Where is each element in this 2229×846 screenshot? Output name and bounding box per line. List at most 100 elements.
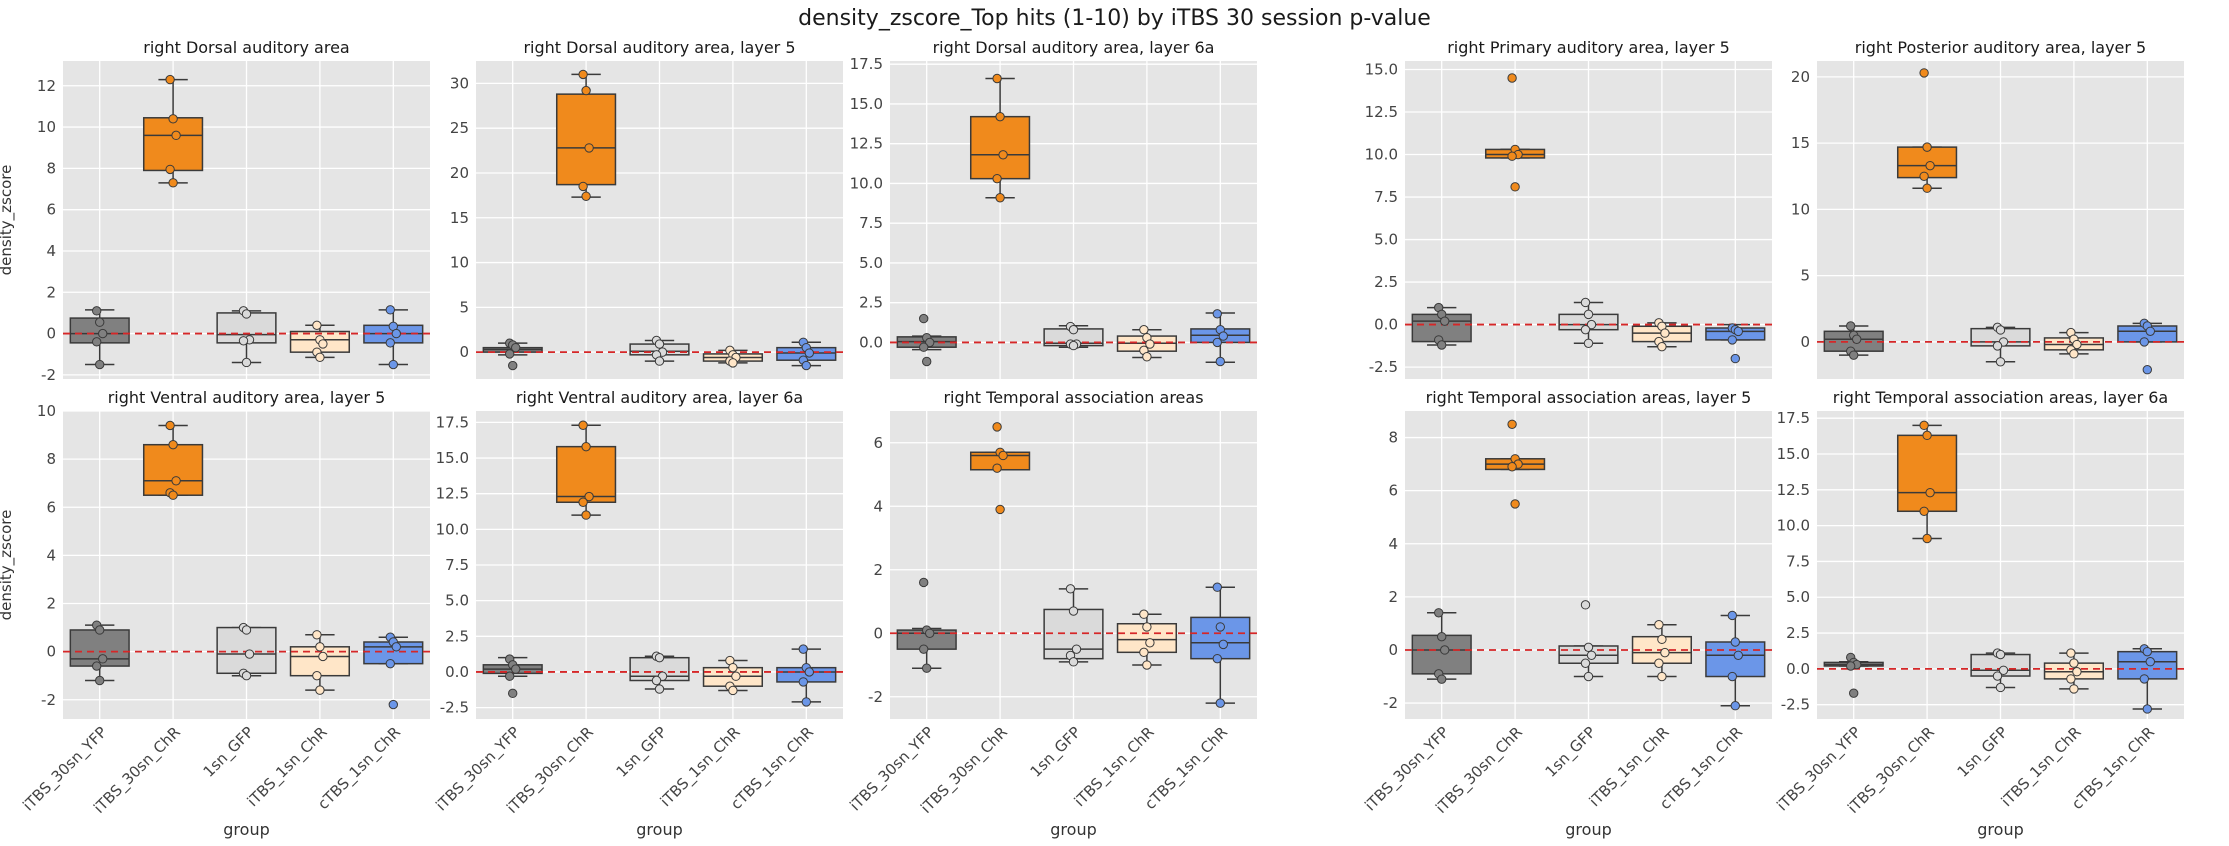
data-point <box>1995 357 2006 367</box>
data-point <box>241 357 252 368</box>
data-point <box>919 644 929 654</box>
data-point <box>654 684 665 694</box>
y-tick-label: 12.5 <box>850 135 883 153</box>
data-point <box>1580 658 1591 668</box>
data-point <box>1437 340 1447 350</box>
data-point <box>1583 642 1594 653</box>
y-tick-label: 12.5 <box>436 485 469 503</box>
data-point <box>804 348 814 358</box>
data-point <box>1657 341 1667 352</box>
data-point <box>1586 319 1597 330</box>
data-point <box>388 359 398 370</box>
data-point <box>315 642 325 652</box>
data-point <box>925 628 935 638</box>
data-point <box>1919 506 1929 516</box>
data-point <box>919 577 929 588</box>
data-point <box>1068 606 1079 616</box>
data-point <box>1657 671 1667 682</box>
y-tick-label: 7.5 <box>1374 188 1398 206</box>
data-point <box>1212 582 1223 592</box>
data-point <box>1852 334 1862 344</box>
y-tick-label: 2 <box>873 561 883 579</box>
data-point <box>92 337 102 347</box>
y-tick-label: 6 <box>873 434 883 452</box>
data-point <box>581 510 591 520</box>
y-tick-label: 10.0 <box>1365 146 1398 164</box>
subplot-4: -2.5 0.0 2.5 5.0 7.5 10.0 12.5 15.0 right Primar… <box>1365 38 1772 379</box>
data-point <box>922 663 932 673</box>
y-tick-label: 17.5 <box>436 413 469 431</box>
y-tick-label: 7.5 <box>1786 552 1810 570</box>
data-point <box>651 675 662 686</box>
data-point <box>1440 645 1450 655</box>
data-point <box>505 671 515 681</box>
y-tick-label: 20 <box>1791 68 1810 86</box>
data-point <box>581 191 591 201</box>
y-tick-label: 0.0 <box>859 333 883 351</box>
data-point <box>1507 151 1517 161</box>
y-tick-label: 10 <box>37 118 56 136</box>
data-point <box>391 642 401 652</box>
y-tick-label: 6 <box>1388 482 1398 500</box>
y-tick-label: -2.5 <box>440 699 469 717</box>
y-tick-label: 0 <box>1388 641 1398 659</box>
data-point <box>731 671 741 681</box>
data-point <box>388 699 398 710</box>
data-point <box>1434 608 1444 618</box>
data-point <box>2069 658 2079 668</box>
data-point <box>801 360 811 371</box>
figure-title: density_zscore_Top hits (1-10) by iTBS 3… <box>798 6 1431 31</box>
y-axis-label: density_zscore <box>0 510 16 621</box>
data-point <box>168 439 178 450</box>
subplot-title: right Temporal association areas, layer … <box>1833 388 2168 407</box>
subplot-title: right Ventral auditory area, layer 6a <box>516 388 803 407</box>
y-tick-label: 2 <box>46 283 56 301</box>
y-tick-label: 15.0 <box>850 95 883 113</box>
y-tick-label: 30 <box>450 74 469 92</box>
y-tick-label: 7.5 <box>859 214 883 232</box>
data-point <box>584 143 594 153</box>
data-point <box>95 359 105 370</box>
y-tick-label: 10.0 <box>850 174 883 192</box>
data-point <box>391 328 401 339</box>
data-point <box>1215 356 1226 367</box>
y-tick-label: 15.0 <box>436 449 469 467</box>
data-point <box>511 664 521 674</box>
data-point <box>654 339 665 349</box>
data-point <box>1218 331 1229 341</box>
data-point <box>1068 657 1079 667</box>
subplot-title: right Temporal association areas, layer … <box>1426 388 1752 407</box>
y-tick-label: 6 <box>46 201 56 219</box>
data-point <box>1142 622 1152 632</box>
data-point <box>1218 639 1229 650</box>
data-point <box>1215 622 1226 632</box>
subplot-title: right Primary auditory area, layer 5 <box>1447 38 1730 57</box>
data-point <box>2145 656 2156 667</box>
subplot-title: right Dorsal auditory area <box>143 38 349 57</box>
x-tick-label: 1sn_GFP <box>1542 723 1600 781</box>
data-point <box>728 662 738 673</box>
data-point <box>1139 609 1149 619</box>
data-point <box>1507 73 1517 83</box>
data-point <box>2066 674 2076 684</box>
data-point <box>1580 324 1591 335</box>
data-point <box>1727 610 1738 621</box>
data-point <box>92 661 102 671</box>
data-point <box>1437 674 1447 684</box>
x-tick-label: 1sn_GFP <box>1954 723 2012 781</box>
y-tick-label: -2 <box>41 366 56 384</box>
data-point <box>168 490 178 500</box>
data-point <box>1139 647 1149 658</box>
data-point <box>992 422 1002 432</box>
data-point <box>1068 340 1079 351</box>
y-axis-label: density_zscore <box>0 165 16 276</box>
data-point <box>925 337 935 348</box>
y-tick-label: 10 <box>1791 200 1810 218</box>
box-iTBS_30sn_ChR <box>142 78 204 184</box>
data-point <box>1586 650 1597 660</box>
data-point <box>318 651 328 662</box>
data-point <box>1925 487 1935 498</box>
x-axis-label: group <box>223 820 269 839</box>
data-point <box>2142 646 2153 657</box>
